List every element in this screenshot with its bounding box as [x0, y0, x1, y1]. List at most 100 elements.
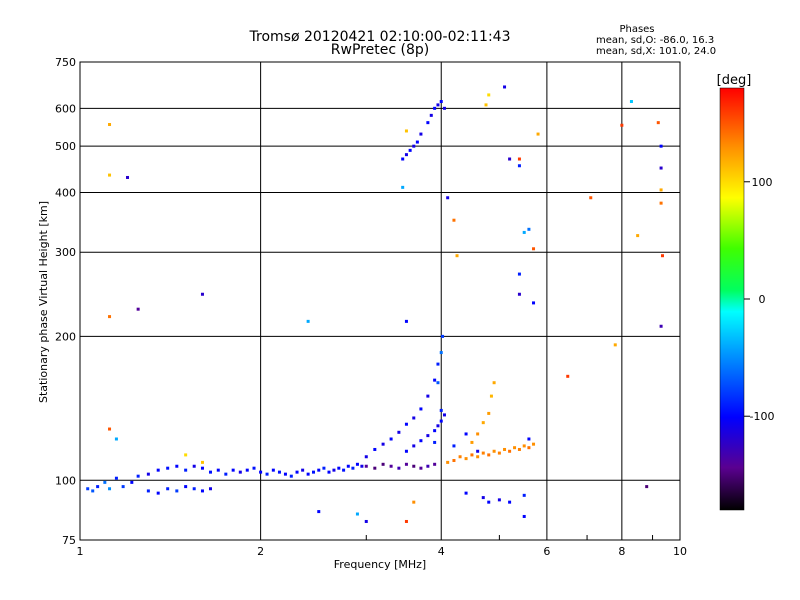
data-point [306, 319, 310, 323]
data-point [527, 446, 531, 450]
data-point [381, 462, 385, 466]
data-point [487, 411, 491, 415]
data-point [355, 512, 359, 516]
data-point [433, 462, 437, 466]
x-tick-label: 2 [257, 545, 264, 558]
data-point [404, 462, 408, 466]
data-point [433, 429, 437, 433]
data-point [166, 487, 170, 491]
data-point [200, 460, 204, 464]
colorbar [719, 87, 745, 511]
data-point [306, 472, 310, 476]
data-point [433, 378, 437, 382]
data-point [404, 422, 408, 426]
data-point [527, 437, 531, 441]
y-tick-label: 75 [62, 534, 76, 547]
data-point [342, 468, 346, 472]
data-point [346, 464, 350, 468]
data-point [86, 487, 90, 491]
data-points [86, 85, 664, 523]
data-point [381, 442, 385, 446]
data-point [156, 491, 160, 495]
y-tick-label: 200 [55, 330, 76, 343]
data-point [184, 453, 188, 457]
data-point [439, 100, 443, 104]
data-point [401, 185, 405, 189]
chart-subtitle: RwPretec (8p) [331, 42, 429, 58]
data-point [238, 470, 242, 474]
data-point [295, 470, 299, 474]
data-point [426, 434, 430, 438]
data-point [389, 464, 393, 468]
data-point [536, 132, 540, 136]
data-point [446, 196, 450, 200]
data-point [645, 485, 649, 489]
data-point [192, 464, 196, 468]
x-tick-label: 10 [673, 545, 687, 558]
data-point [659, 201, 663, 205]
y-tick-label: 500 [55, 140, 76, 153]
data-point [433, 440, 437, 444]
data-point [439, 351, 443, 355]
data-point [373, 466, 377, 470]
colorbar-label: [deg] [717, 73, 752, 88]
data-point [476, 455, 480, 459]
data-point [265, 472, 269, 476]
data-point [439, 408, 443, 412]
data-point [636, 234, 640, 238]
data-point [464, 491, 468, 495]
data-point [404, 319, 408, 323]
data-point [522, 444, 526, 448]
data-point [452, 444, 456, 448]
data-point [412, 144, 416, 148]
data-point [103, 480, 107, 484]
data-point [426, 464, 430, 468]
data-point [476, 432, 480, 436]
x-tick-label: 8 [618, 545, 625, 558]
data-point [404, 153, 408, 157]
data-point [415, 140, 419, 144]
data-point [532, 301, 536, 305]
data-point [436, 362, 440, 366]
data-point [355, 462, 359, 466]
data-point [517, 164, 521, 168]
data-point [481, 496, 485, 500]
data-point [289, 474, 293, 478]
data-point [311, 470, 315, 474]
data-point [208, 487, 212, 491]
chart-title: Tromsø 20120421 02:10:00-02:11:43 [249, 29, 511, 45]
data-point [470, 453, 474, 457]
data-point [629, 100, 633, 104]
data-point [522, 493, 526, 497]
colorbar-tick-label: -100 [750, 410, 775, 423]
data-point [517, 272, 521, 276]
data-point [327, 470, 331, 474]
data-point [436, 381, 440, 385]
data-point [441, 334, 445, 338]
data-point [136, 474, 140, 478]
data-point [166, 466, 170, 470]
data-point [522, 230, 526, 234]
data-point [455, 254, 459, 258]
data-point [517, 157, 521, 161]
data-point [404, 519, 408, 523]
data-point [156, 468, 160, 472]
data-point [184, 468, 188, 472]
data-point [114, 476, 118, 480]
data-point [481, 451, 485, 455]
data-point [317, 510, 321, 514]
data-point [489, 394, 493, 398]
data-point [216, 468, 220, 472]
data-point [364, 519, 368, 523]
y-axis-label: Stationary phase Virtual Height [km] [37, 201, 50, 403]
phases-mean-x: mean, sd,X: 101.0, 24.0 [596, 46, 716, 57]
grid-lines [79, 61, 681, 541]
data-point [130, 480, 134, 484]
data-point [231, 468, 235, 472]
data-point [656, 121, 660, 125]
data-point [184, 485, 188, 489]
data-point [146, 489, 150, 493]
data-point [322, 466, 326, 470]
data-point [301, 468, 305, 472]
